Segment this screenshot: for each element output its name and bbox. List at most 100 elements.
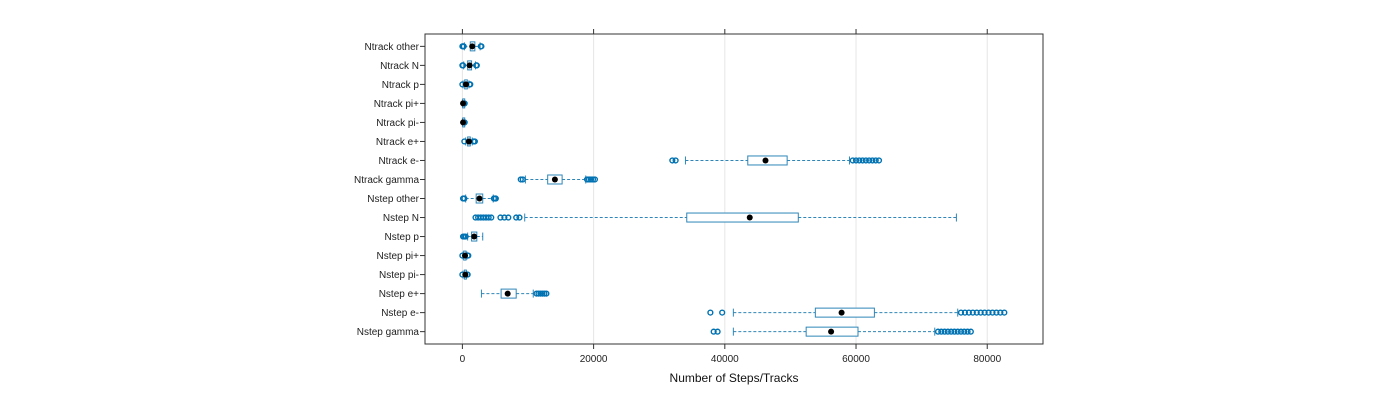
outlier-point	[869, 157, 876, 164]
box-iqr	[686, 212, 799, 223]
outlier-point	[669, 157, 676, 164]
outlier-point	[587, 176, 595, 183]
box-row	[461, 136, 478, 147]
category-label: Nstep p	[385, 232, 420, 243]
median-dot	[465, 138, 472, 145]
outlier-point	[941, 328, 948, 335]
median-dot	[462, 271, 469, 278]
x-tick-label: 20000	[580, 354, 608, 365]
outlier-point	[460, 43, 467, 50]
category-label: Ntrack pi-	[376, 118, 419, 129]
outlier-point	[934, 328, 942, 335]
outlier-point	[492, 195, 499, 202]
outlier-point	[985, 309, 992, 316]
box-row	[460, 117, 468, 128]
x-tick-label: 40000	[711, 354, 739, 365]
box-row	[459, 60, 480, 71]
category-label: Ntrack pi+	[374, 99, 419, 110]
outlier-point	[993, 309, 1000, 316]
outlier-point	[862, 157, 869, 164]
outlier-point	[471, 138, 478, 145]
outlier-point	[478, 43, 485, 50]
outlier-point	[981, 309, 988, 316]
outlier-point	[537, 290, 544, 297]
median-dot	[469, 43, 476, 50]
outlier-point	[948, 328, 955, 335]
box-row	[517, 174, 599, 185]
outlier-point	[541, 290, 548, 297]
outlier-point	[501, 214, 508, 221]
median-dot	[504, 290, 511, 297]
x-axis-title: Number of Steps/Tracks	[670, 371, 799, 385]
outlier-point	[938, 328, 945, 335]
outlier-point	[719, 309, 726, 316]
outlier-point	[973, 309, 980, 316]
outlier-point	[539, 290, 546, 297]
box-series	[459, 41, 1008, 337]
outlier-point	[461, 195, 468, 202]
outlier-point	[513, 214, 520, 221]
grid-lines	[461, 34, 988, 344]
outlier-point	[543, 290, 550, 297]
outlier-point	[957, 328, 965, 335]
outlier-point	[872, 157, 879, 164]
outlier-point	[859, 157, 866, 164]
box-row	[707, 307, 1008, 318]
median-dot	[838, 309, 845, 316]
outlier-point	[591, 176, 599, 183]
outlier-point	[535, 290, 542, 297]
category-label: Ntrack p	[382, 80, 420, 91]
category-labels: Ntrack other Ntrack N Ntrack p Ntrack pi+ Nt…	[354, 42, 420, 338]
outlier-point	[951, 328, 958, 335]
outlier-point	[866, 157, 873, 164]
box-iqr	[814, 307, 875, 318]
outlier-point	[961, 309, 969, 316]
outlier-point	[1001, 309, 1008, 316]
category-label: Ntrack N	[380, 61, 419, 72]
median-dot	[762, 157, 769, 164]
outlier-point	[707, 309, 714, 316]
median-dot	[828, 328, 835, 335]
category-label: Ntrack other	[365, 42, 420, 53]
median-dot	[746, 214, 753, 221]
median-dot	[460, 100, 467, 107]
outlier-point	[517, 176, 524, 183]
box-row	[459, 269, 471, 280]
category-label: Ntrack gamma	[354, 175, 419, 186]
outlier-point	[977, 309, 984, 316]
box-row	[459, 231, 484, 242]
outlier-point	[957, 309, 965, 316]
outlier-point	[989, 309, 996, 316]
x-tick-label: 60000	[842, 354, 870, 365]
category-label: Nstep e+	[379, 289, 419, 300]
outlier-point	[589, 176, 597, 183]
outlier-point	[505, 214, 512, 221]
outlier-point	[856, 157, 863, 164]
median-dot	[462, 252, 469, 259]
box-row	[459, 193, 499, 204]
category-label: Ntrack e+	[376, 137, 419, 148]
outlier-point	[849, 157, 856, 164]
outlier-point	[710, 328, 717, 335]
outlier-point	[852, 157, 860, 164]
outlier-point	[485, 214, 492, 221]
outlier-point	[967, 328, 974, 335]
outlier-point	[583, 176, 591, 183]
x-axis: 0 20000 40000 60000 80000	[420, 29, 1002, 365]
outlier-point	[997, 309, 1004, 316]
outlier-point	[965, 309, 972, 316]
outlier-point	[488, 214, 495, 221]
median-dot	[460, 119, 467, 126]
outlier-point	[533, 290, 540, 297]
category-label: Nstep e-	[381, 308, 419, 319]
outlier-point	[497, 214, 504, 221]
outlier-point	[954, 328, 961, 335]
category-label: Nstep pi-	[379, 270, 419, 281]
outlier-point	[964, 328, 971, 335]
category-label: Ntrack e-	[378, 156, 419, 167]
median-dot	[551, 176, 558, 183]
category-label: Nstep pi+	[376, 251, 419, 262]
outlier-point	[969, 309, 976, 316]
box-row	[459, 41, 485, 52]
category-label: Nstep N	[383, 213, 419, 224]
